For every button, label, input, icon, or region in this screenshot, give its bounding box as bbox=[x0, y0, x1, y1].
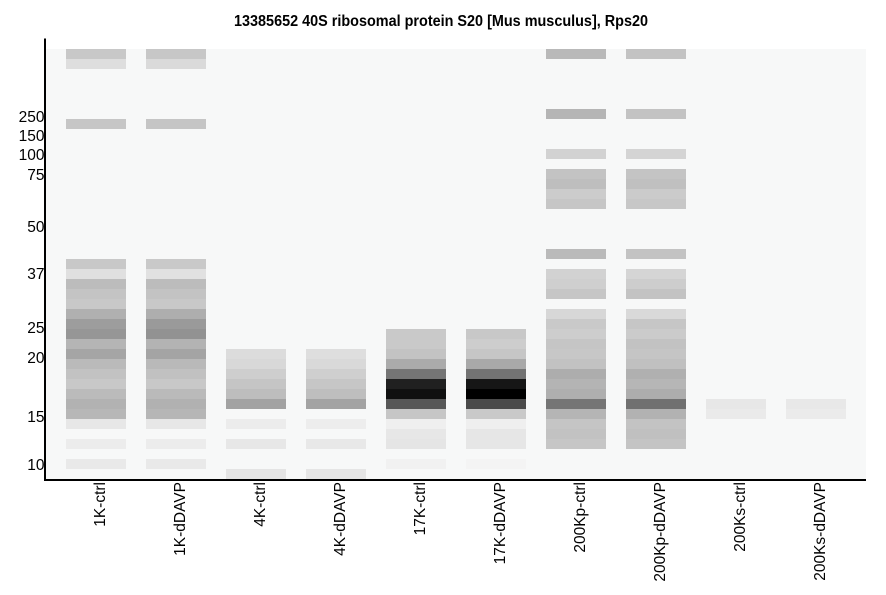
svg-text:4K-ctrl: 4K-ctrl bbox=[252, 482, 269, 527]
svg-text:200Ks-ctrl: 200Ks-ctrl bbox=[732, 482, 749, 552]
svg-text:13385652 40S ribosomal protein: 13385652 40S ribosomal protein S20 [Mus … bbox=[234, 13, 648, 30]
svg-text:17K-ctrl: 17K-ctrl bbox=[412, 482, 429, 535]
svg-text:150: 150 bbox=[19, 128, 45, 145]
svg-text:75: 75 bbox=[27, 167, 44, 184]
svg-text:15: 15 bbox=[27, 409, 44, 426]
svg-text:200Kp-dDAVP: 200Kp-dDAVP bbox=[652, 482, 669, 582]
svg-text:200Ks-dDAVP: 200Ks-dDAVP bbox=[812, 482, 829, 581]
svg-text:10: 10 bbox=[27, 457, 45, 474]
svg-text:50: 50 bbox=[27, 219, 45, 236]
svg-text:37: 37 bbox=[27, 266, 44, 283]
svg-text:17K-dDAVP: 17K-dDAVP bbox=[492, 482, 509, 564]
svg-text:200Kp-ctrl: 200Kp-ctrl bbox=[572, 482, 589, 553]
svg-text:1K-dDAVP: 1K-dDAVP bbox=[172, 482, 189, 556]
svg-text:25: 25 bbox=[27, 320, 44, 337]
svg-text:250: 250 bbox=[19, 109, 45, 126]
svg-text:100: 100 bbox=[19, 147, 45, 164]
svg-text:20: 20 bbox=[27, 350, 45, 367]
svg-text:1K-ctrl: 1K-ctrl bbox=[92, 482, 109, 527]
svg-text:4K-dDAVP: 4K-dDAVP bbox=[332, 482, 349, 556]
